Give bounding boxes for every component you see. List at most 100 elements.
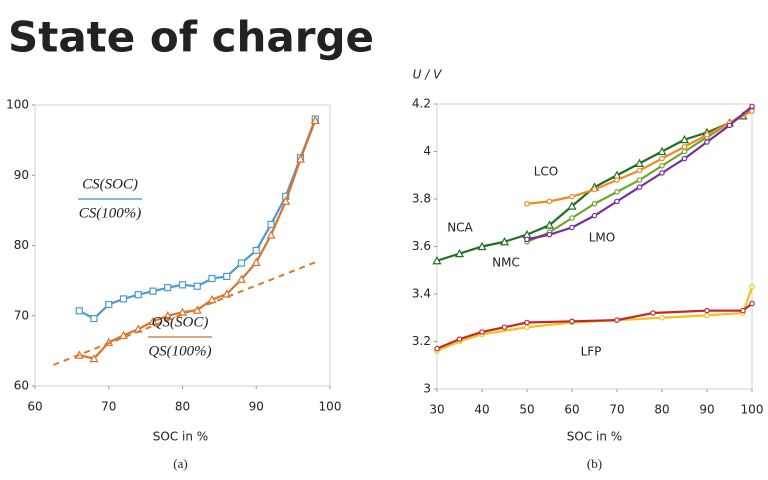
marker [704,132,710,138]
marker [237,259,246,267]
annotation-denominator: QS(100%) [148,343,211,359]
x-axis-label: SOC in % [153,430,208,444]
x-tick-label: 60 [27,400,42,414]
y-tick-label: 3.2 [412,334,431,348]
marker [251,257,261,266]
marker [659,162,665,169]
marker [105,300,113,309]
marker [119,295,128,303]
marker [236,274,247,283]
marker [614,317,620,323]
y-tick-label: 4 [423,144,431,158]
y-tick-label: 100 [6,98,29,112]
x-tick-label: 50 [519,403,534,417]
marker [650,310,656,316]
y-tick-label: 3.6 [412,239,431,253]
marker [749,300,755,307]
x-tick-label: 70 [101,400,116,414]
marker [614,198,620,205]
marker [749,103,755,110]
marker [544,220,555,229]
marker [434,345,440,352]
y-tick-label: 3.4 [412,287,431,301]
marker [569,193,575,200]
marker [148,316,158,325]
marker [657,146,667,156]
x-tick-label: 90 [699,403,714,417]
marker [164,284,172,292]
marker [704,139,710,145]
marker [659,155,665,162]
marker [90,314,98,323]
x-tick-label: 90 [249,400,264,414]
caption: (b) [587,456,602,471]
marker [310,115,320,125]
y-tick-label: 60 [14,379,29,393]
marker [679,134,690,144]
annotation-numerator: CS(SOC) [82,176,138,192]
x-tick-label: 30 [429,403,444,417]
series-label: NMC [492,256,520,270]
marker [163,310,173,320]
marker [477,241,487,251]
marker [681,155,688,162]
y-tick-label: 4.2 [412,97,431,111]
marker [524,324,530,331]
marker [432,255,442,265]
marker [726,122,733,129]
series-label: LMO [589,231,615,245]
marker [704,307,710,314]
marker [252,246,260,255]
marker [636,177,643,183]
y-tick-label: 3.8 [412,192,431,206]
marker [681,143,688,150]
y-tick-label: 3 [423,382,431,396]
series-label: LCO [534,165,559,179]
marker [89,353,99,363]
x-tick-label: 70 [609,403,624,417]
x-axis-label: SOC in % [567,430,622,444]
marker [456,336,463,342]
marker [295,154,306,163]
marker [569,215,575,221]
marker [192,305,202,314]
series-label: LFP [581,345,602,359]
marker [454,248,465,258]
marker [749,108,755,114]
x-tick-label: 100 [319,400,342,414]
marker [569,224,575,231]
y-tick-label: 80 [14,238,29,252]
marker [524,236,530,243]
y-tick-label: 90 [14,168,29,182]
marker [134,291,142,299]
marker [591,212,598,219]
x-tick-label: 60 [564,403,579,417]
marker [659,170,665,176]
marker [266,230,276,239]
marker [636,184,643,190]
marker [740,307,746,314]
marker [591,186,598,193]
marker [193,282,201,290]
marker [223,272,231,281]
marker [524,319,530,326]
x-tick-label: 80 [654,403,669,417]
annotation-denominator: CS(100%) [79,205,142,221]
marker [636,167,643,174]
marker [569,318,575,325]
marker [591,200,598,207]
series-line [53,261,316,366]
marker [614,177,620,183]
marker [479,329,485,335]
caption: (a) [173,456,187,471]
marker [499,236,510,246]
marker [681,148,688,155]
marker [749,284,755,290]
marker [567,201,577,210]
marker [524,200,530,207]
marker [546,198,553,205]
y-tick-label: 70 [14,308,29,322]
annotation-numerator: QS(SOC) [152,314,209,330]
marker [208,274,216,283]
